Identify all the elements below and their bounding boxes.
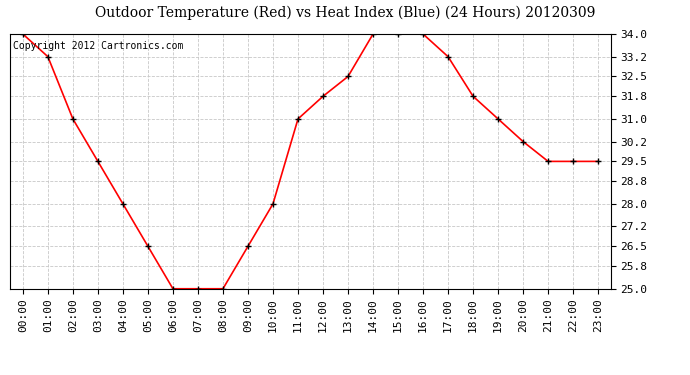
Text: Outdoor Temperature (Red) vs Heat Index (Blue) (24 Hours) 20120309: Outdoor Temperature (Red) vs Heat Index …	[95, 6, 595, 20]
Text: Copyright 2012 Cartronics.com: Copyright 2012 Cartronics.com	[13, 41, 184, 51]
